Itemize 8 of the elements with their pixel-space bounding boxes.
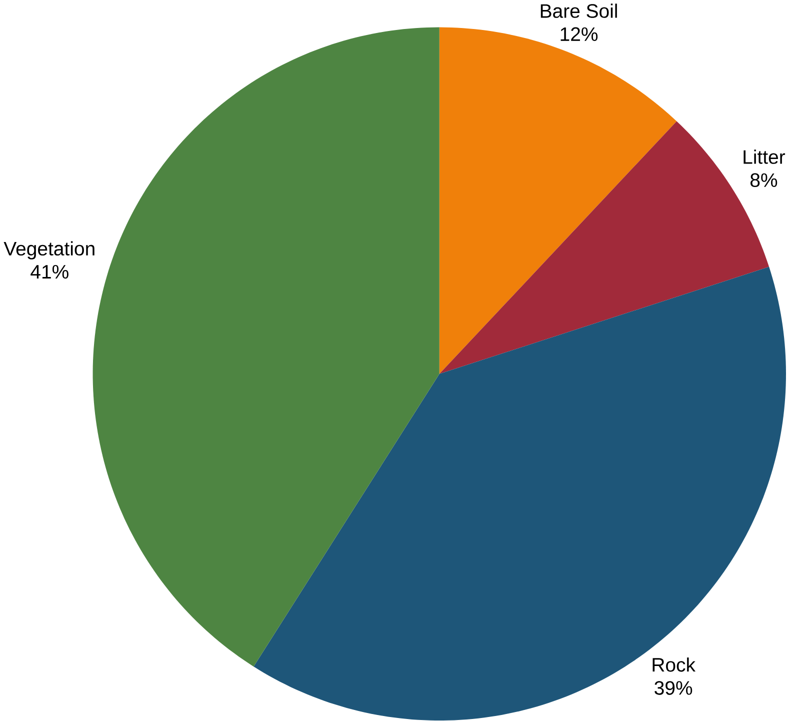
slice-label: Litter bbox=[744, 150, 786, 164]
data-label: 39% bbox=[654, 681, 692, 696]
data-label: 12% bbox=[560, 28, 598, 42]
slice-label: Vegetation bbox=[4, 242, 94, 260]
data-label: 41% bbox=[30, 265, 68, 279]
data-label: 8% bbox=[750, 173, 778, 188]
slice-label: Bare Soil bbox=[540, 4, 617, 18]
slice-label: Rock bbox=[652, 658, 696, 672]
